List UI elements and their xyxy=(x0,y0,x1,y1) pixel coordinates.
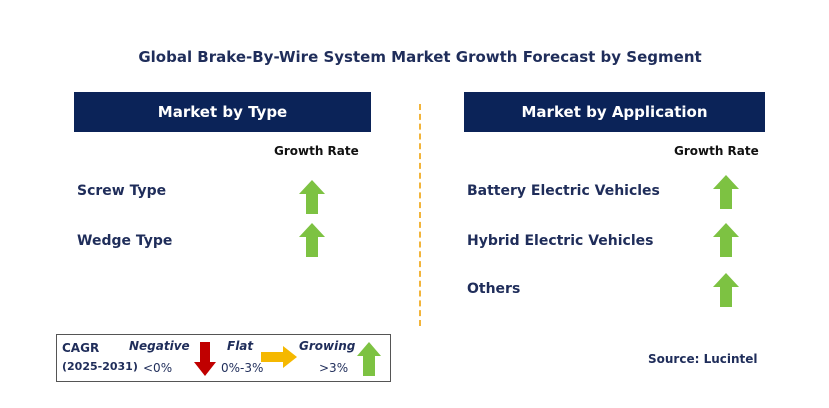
legend-flat-range: 0%-3% xyxy=(221,361,264,375)
row-label-hybrid-electric-vehicles: Hybrid Electric Vehicles xyxy=(467,233,654,249)
panel-divider xyxy=(419,104,421,326)
row-label-others: Others xyxy=(467,281,521,297)
green-up-arrow-icon xyxy=(299,223,325,257)
legend-growing-range: >3% xyxy=(319,361,349,375)
green-up-arrow-icon xyxy=(713,175,739,209)
legend-years-label: (2025-2031) xyxy=(62,360,138,373)
green-up-arrow-icon xyxy=(299,180,325,214)
green-up-arrow-icon xyxy=(713,273,739,307)
legend-flat-label: Flat xyxy=(227,339,254,353)
row-label-screw-type: Screw Type xyxy=(77,183,167,199)
panel-header-application: Market by Application xyxy=(464,92,765,132)
legend-negative-label: Negative xyxy=(129,339,190,353)
row-label-wedge-type: Wedge Type xyxy=(77,233,173,249)
green-up-arrow-icon xyxy=(357,342,381,376)
legend-cagr-label: CAGR xyxy=(62,341,100,355)
growth-rate-label-application: Growth Rate xyxy=(674,144,759,158)
panel-header-type: Market by Type xyxy=(74,92,371,132)
legend-negative-range: <0% xyxy=(143,361,173,375)
source-label: Source: Lucintel xyxy=(648,352,758,366)
orange-right-arrow-icon xyxy=(261,346,297,368)
row-label-battery-electric-vehicles: Battery Electric Vehicles xyxy=(467,183,660,199)
growth-rate-label-type: Growth Rate xyxy=(274,144,359,158)
chart-title: Global Brake-By-Wire System Market Growt… xyxy=(138,48,702,66)
cagr-legend: CAGR (2025-2031) Negative <0% Flat 0%-3%… xyxy=(56,334,391,382)
red-down-arrow-icon xyxy=(194,342,216,376)
green-up-arrow-icon xyxy=(713,223,739,257)
legend-growing-label: Growing xyxy=(299,339,356,353)
